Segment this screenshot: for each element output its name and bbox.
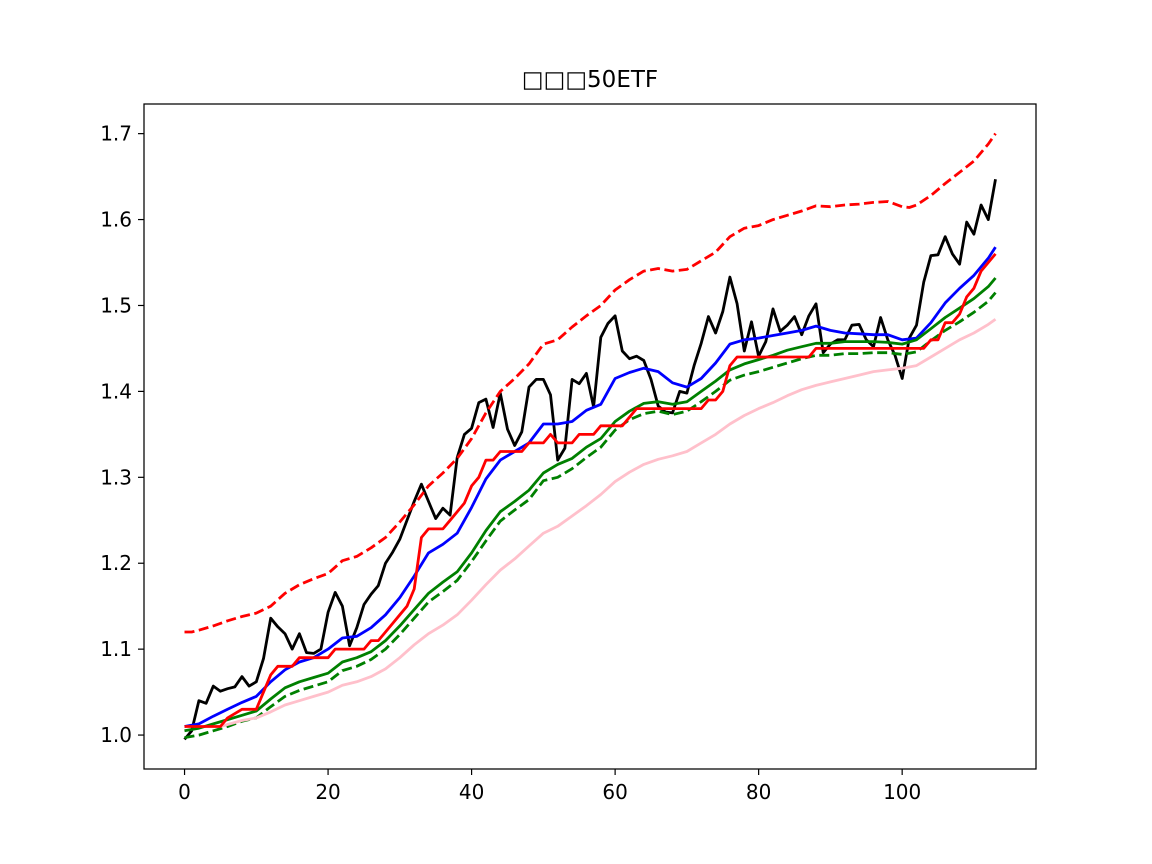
series-line-5 [220, 318, 997, 728]
x-tick-label: 20 [315, 780, 340, 804]
series-line-1 [183, 178, 997, 741]
series-line-6 [184, 253, 997, 728]
x-tick-label: 40 [459, 780, 484, 804]
y-tick-label: 1.4 [100, 379, 132, 403]
y-tick-label: 1.7 [100, 122, 132, 146]
series-line-2 [184, 246, 997, 728]
x-tick-label: 80 [746, 780, 771, 804]
y-tick-label: 1.3 [100, 465, 132, 489]
series-line-3 [184, 277, 997, 733]
x-tick-label: 60 [602, 780, 627, 804]
chart-title: □□□50ETF [522, 67, 658, 93]
y-tick-label: 1.6 [100, 208, 132, 232]
y-tick-label: 1.5 [100, 293, 132, 317]
plot-area [183, 132, 997, 741]
y-tick-label: 1.1 [100, 637, 132, 661]
plot-frame [143, 103, 1037, 770]
series-line-4 [184, 291, 997, 739]
y-tick-label: 1.0 [100, 723, 132, 747]
x-tick-label: 0 [178, 780, 191, 804]
y-axis: 1.0 1.1 1.2 1.3 1.4 1.5 1.6 1.7 [100, 122, 144, 747]
series-line-7 [184, 132, 997, 634]
x-tick-label: 100 [883, 780, 921, 804]
y-tick-label: 1.2 [100, 551, 132, 575]
x-axis: 0 20 40 60 80 100 [178, 769, 921, 804]
